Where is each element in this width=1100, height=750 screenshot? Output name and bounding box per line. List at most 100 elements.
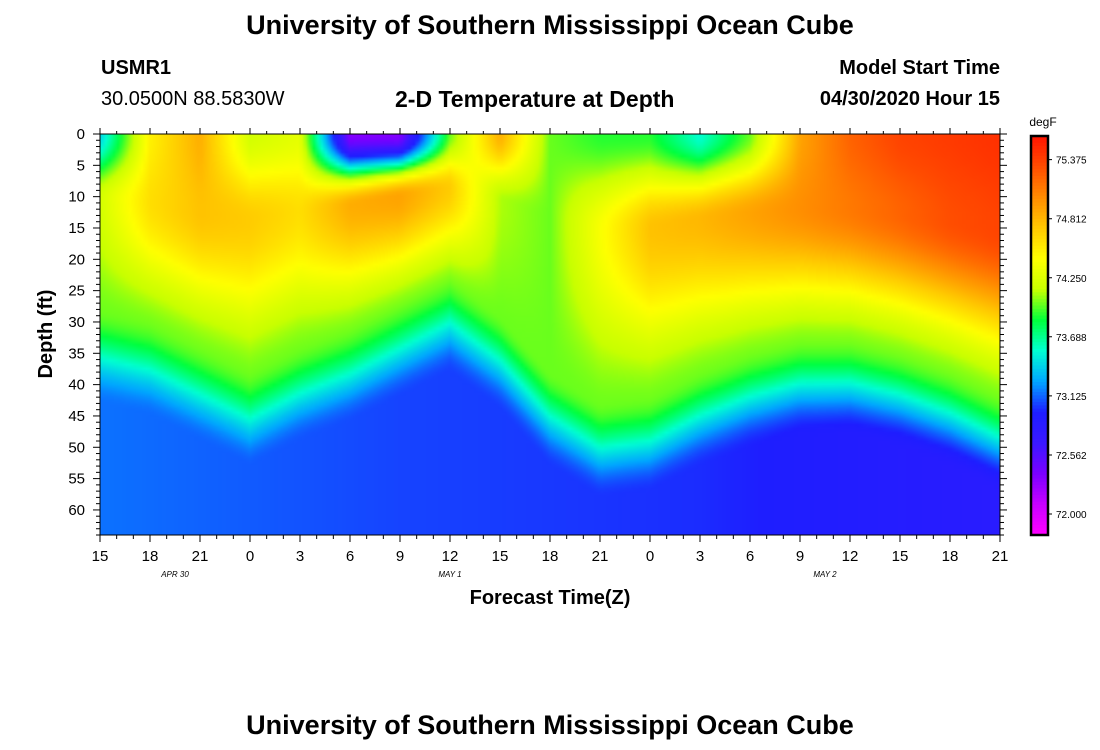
colorbar-swatch xyxy=(1031,322,1048,327)
colorbar-swatch xyxy=(1031,242,1048,247)
date-labels: APR 30 MAY 1 MAY 2 xyxy=(160,570,837,579)
colorbar-swatch xyxy=(1031,145,1048,150)
colorbar-swatch xyxy=(1031,421,1048,426)
x-tick-label: 15 xyxy=(492,548,509,565)
colorbar-swatch xyxy=(1031,365,1048,370)
colorbar-swatch xyxy=(1031,385,1048,390)
colorbar-swatch xyxy=(1031,165,1048,170)
colorbar-swatch xyxy=(1031,295,1048,300)
colorbar-swatch xyxy=(1031,328,1048,333)
colorbar-swatch xyxy=(1031,318,1048,323)
colorbar-tick-label: 73.688 xyxy=(1056,333,1087,344)
colorbar-swatch xyxy=(1031,278,1048,283)
x-tick-label: 15 xyxy=(92,548,109,565)
colorbar-tick-label: 72.562 xyxy=(1056,451,1087,462)
footer-title: University of Southern Mississippi Ocean… xyxy=(246,710,854,740)
y-tick-label: 10 xyxy=(68,189,85,206)
colorbar-swatch xyxy=(1031,302,1048,307)
colorbar-swatch xyxy=(1031,505,1048,509)
x-axis: 15 18 21 0 3 6 9 12 15 18 21 0 3 6 9 12 15 18 21 xyxy=(92,128,1008,565)
colorbar-swatch xyxy=(1031,425,1048,430)
colorbar-swatch xyxy=(1031,249,1048,253)
colorbar-swatch xyxy=(1031,348,1048,353)
colorbar-swatch xyxy=(1031,139,1048,144)
colorbar-swatch xyxy=(1031,362,1048,367)
colorbar-swatch xyxy=(1031,518,1048,523)
date-label: MAY 2 xyxy=(813,570,837,579)
colorbar-swatch xyxy=(1031,488,1048,493)
colorbar-swatch xyxy=(1031,155,1048,160)
colorbar-swatch xyxy=(1031,461,1048,466)
colorbar-swatch xyxy=(1031,209,1048,214)
colorbar-swatch xyxy=(1031,265,1048,270)
x-tick-label: 6 xyxy=(346,548,354,565)
colorbar-swatch xyxy=(1031,136,1048,140)
date-label: MAY 1 xyxy=(438,570,461,579)
colorbar-swatch xyxy=(1031,312,1048,317)
x-tick-label: 12 xyxy=(442,548,459,565)
x-tick-label: 6 xyxy=(746,548,754,565)
colorbar-swatch xyxy=(1031,358,1048,363)
colorbar-swatch xyxy=(1031,255,1048,260)
colorbar-tick-label: 73.125 xyxy=(1056,392,1087,403)
colorbar-swatch xyxy=(1031,169,1048,174)
colorbar-swatch xyxy=(1031,411,1048,416)
colorbar-swatch xyxy=(1031,352,1048,357)
colorbar-swatch xyxy=(1031,175,1048,180)
colorbar-swatch xyxy=(1031,415,1048,420)
colorbar-swatch xyxy=(1031,458,1048,463)
model-start-value: 04/30/2020 Hour 15 xyxy=(819,88,1000,110)
colorbar-swatch xyxy=(1031,338,1048,343)
y-tick-label: 15 xyxy=(68,220,85,237)
colorbar-swatch xyxy=(1031,152,1048,157)
colorbar-swatch xyxy=(1031,285,1048,290)
colorbar-swatch xyxy=(1031,368,1048,373)
y-tick-label: 60 xyxy=(68,502,85,519)
station-id: USMR1 xyxy=(101,57,172,79)
colorbar-swatch xyxy=(1031,435,1048,440)
colorbar-swatch xyxy=(1031,355,1048,360)
colorbar-swatch xyxy=(1031,375,1048,380)
x-tick-label: 18 xyxy=(942,548,959,565)
colorbar-tick-label: 75.375 xyxy=(1056,156,1087,167)
colorbar-swatch xyxy=(1031,245,1048,250)
colorbar: degF 75.375 74.812 74.250 73.688 73.125 72.562… xyxy=(1029,115,1087,537)
colorbar-swatch xyxy=(1031,272,1048,277)
colorbar-swatch xyxy=(1031,398,1048,403)
y-tick-label: 55 xyxy=(68,471,85,488)
colorbar-swatch xyxy=(1031,378,1048,383)
colorbar-swatch xyxy=(1031,315,1048,320)
colorbar-swatch xyxy=(1031,239,1048,243)
x-tick-label: 21 xyxy=(192,548,209,565)
page-title: University of Southern Mississippi Ocean… xyxy=(246,10,854,40)
colorbar-swatch xyxy=(1031,392,1048,396)
colorbar-swatch xyxy=(1031,192,1048,197)
colorbar-swatch xyxy=(1031,229,1048,234)
colorbar-swatch xyxy=(1031,252,1048,257)
colorbar-swatch xyxy=(1031,481,1048,486)
colorbar-swatch xyxy=(1031,172,1048,177)
colorbar-swatch xyxy=(1031,428,1048,433)
y-tick-label: 5 xyxy=(77,157,85,174)
x-axis-label: Forecast Time(Z) xyxy=(470,587,631,609)
colorbar-swatch xyxy=(1031,159,1048,164)
station-coordinates: 30.0500N 88.5830W xyxy=(101,88,285,110)
x-tick-label: 12 xyxy=(842,548,859,565)
colorbar-swatch xyxy=(1031,262,1048,267)
x-tick-label: 3 xyxy=(696,548,704,565)
temperature-heatmap xyxy=(100,134,1000,535)
colorbar-tick-label: 74.812 xyxy=(1056,215,1087,226)
colorbar-swatch xyxy=(1031,149,1048,154)
x-tick-label: 0 xyxy=(246,548,254,565)
colorbar-swatch xyxy=(1031,298,1048,303)
y-tick-label: 35 xyxy=(68,345,85,362)
y-tick-label: 40 xyxy=(68,377,85,394)
y-axis-label: Depth (ft) xyxy=(35,290,57,379)
x-tick-label: 18 xyxy=(142,548,159,565)
colorbar-swatch xyxy=(1031,441,1048,446)
colorbar-swatch xyxy=(1031,189,1048,194)
colorbar-swatch xyxy=(1031,235,1048,240)
colorbar-swatch xyxy=(1031,521,1048,526)
colorbar-swatch xyxy=(1031,162,1048,167)
colorbar-swatch xyxy=(1031,511,1048,516)
